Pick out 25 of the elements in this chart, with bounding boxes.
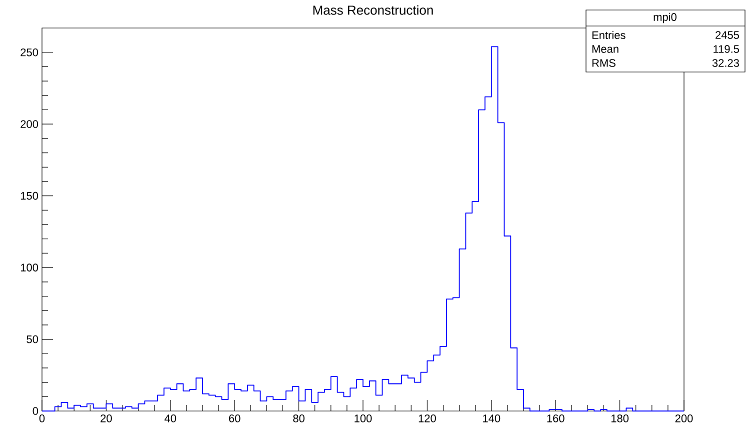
y-tick-label: 100: [20, 264, 38, 272]
x-tick-label: 20: [100, 414, 112, 422]
x-tick-label: 120: [418, 414, 436, 422]
y-tick-label: 200: [20, 120, 38, 128]
text: 2455: [716, 31, 740, 39]
text: 32.23: [712, 59, 740, 67]
annotation: Mean: [592, 45, 618, 53]
x-tick-label: 200: [675, 414, 693, 422]
text: mpi0: [654, 12, 676, 24]
y-tick-label: 50: [26, 335, 38, 344]
annotation: Entries: [592, 30, 626, 40]
x-tick-label: 40: [164, 414, 176, 422]
x-tick-label: 180: [611, 414, 629, 422]
x-tick-label: 60: [229, 414, 240, 422]
y-tick-label: 150: [20, 192, 38, 200]
x-tick-label: 160: [547, 414, 564, 422]
y-tick-label: 250: [20, 48, 38, 56]
x-tick-label: 140: [483, 414, 500, 422]
x-tick-label: 0: [39, 414, 45, 422]
text: 119.5: [714, 45, 740, 53]
chart-title: Mass Reconstruction: [313, 5, 433, 15]
annotation: RMS: [592, 59, 616, 67]
x-tick-label: 80: [293, 414, 304, 422]
x-tick-label: 100: [354, 414, 372, 422]
y-tick-label: 0: [32, 407, 38, 415]
